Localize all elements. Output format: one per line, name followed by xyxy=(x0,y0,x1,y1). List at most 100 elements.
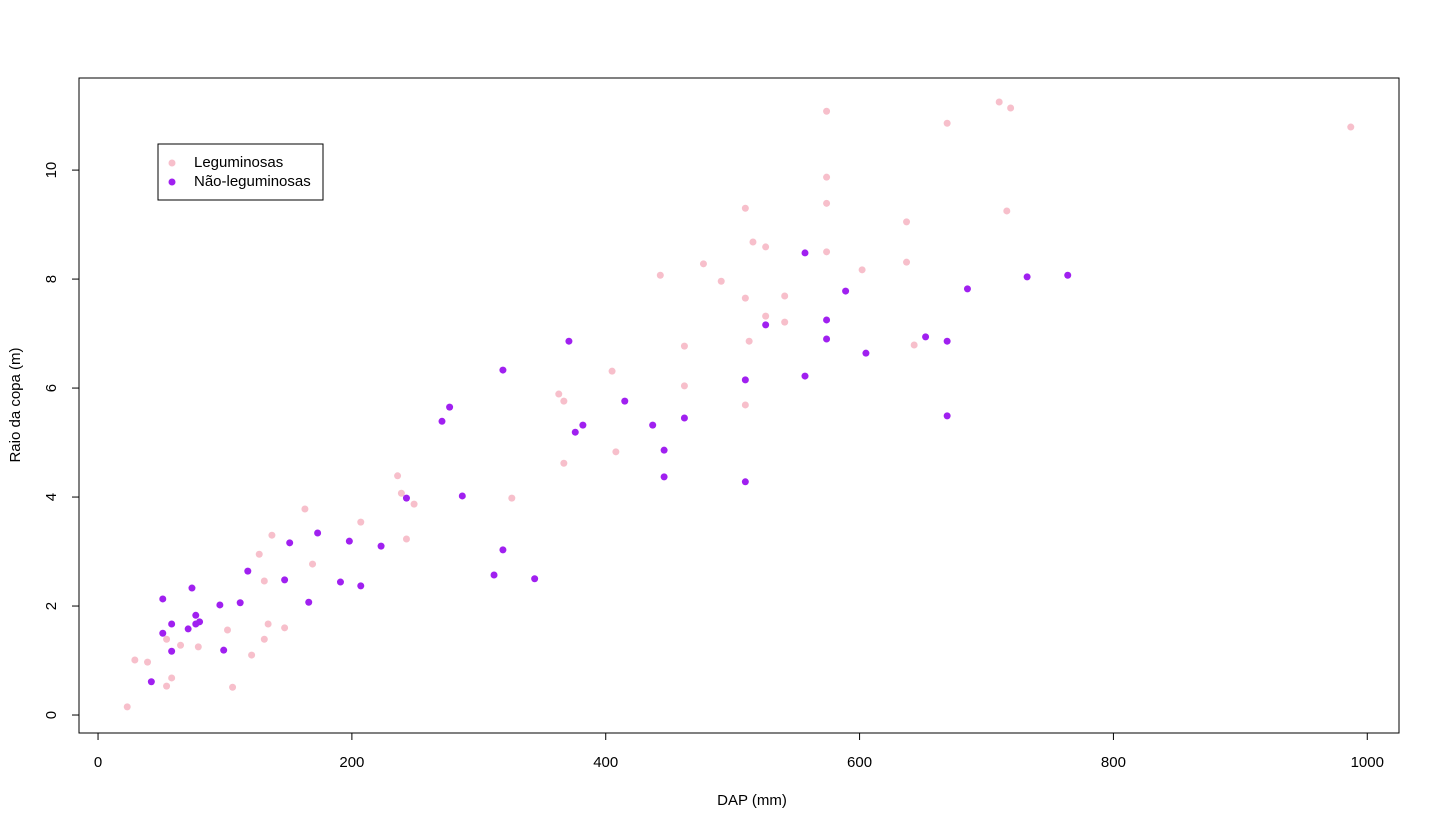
x-tick-label: 400 xyxy=(593,754,618,771)
point xyxy=(801,249,809,257)
point xyxy=(236,599,244,607)
point xyxy=(194,643,202,651)
legend-box xyxy=(157,143,324,201)
point xyxy=(862,349,870,357)
point xyxy=(745,337,753,345)
point xyxy=(508,494,516,502)
y-tick-label: 2 xyxy=(43,602,60,610)
point xyxy=(184,625,192,633)
point xyxy=(781,318,789,326)
point xyxy=(438,417,446,425)
point xyxy=(131,656,139,664)
point xyxy=(660,473,668,481)
point xyxy=(903,218,911,226)
point xyxy=(922,333,930,341)
point xyxy=(345,537,353,545)
point xyxy=(305,598,313,606)
point xyxy=(741,478,749,486)
point xyxy=(823,335,831,343)
point xyxy=(458,492,466,500)
point xyxy=(621,397,629,405)
point xyxy=(188,584,196,592)
point xyxy=(177,641,185,649)
point xyxy=(397,489,405,497)
point xyxy=(357,582,365,590)
point xyxy=(565,337,573,345)
point xyxy=(402,535,410,543)
point xyxy=(255,550,263,558)
point xyxy=(220,646,228,654)
point xyxy=(555,390,563,398)
point xyxy=(309,560,317,568)
x-axis-label: DAP (mm) xyxy=(717,792,787,809)
point xyxy=(680,382,688,390)
point xyxy=(159,595,167,603)
point xyxy=(248,651,256,659)
point xyxy=(281,576,289,584)
point xyxy=(943,412,951,420)
y-tick-label: 10 xyxy=(43,162,60,179)
point xyxy=(229,683,237,691)
y-axis-label: Raio da copa (m) xyxy=(7,347,24,462)
point xyxy=(147,678,155,686)
point xyxy=(192,611,200,619)
point xyxy=(943,337,951,345)
point xyxy=(656,271,664,279)
point xyxy=(216,601,224,609)
y-tick-label: 4 xyxy=(43,493,60,501)
point xyxy=(1064,271,1072,279)
point xyxy=(1023,273,1031,281)
point xyxy=(842,287,850,295)
point xyxy=(699,260,707,268)
point xyxy=(281,624,289,632)
point xyxy=(858,266,866,274)
point xyxy=(286,539,294,547)
point xyxy=(741,204,749,212)
point xyxy=(168,647,176,655)
point xyxy=(123,703,131,711)
x-tick-label: 200 xyxy=(339,754,364,771)
point xyxy=(649,421,657,429)
point xyxy=(762,243,770,251)
point xyxy=(781,292,789,300)
point xyxy=(264,620,272,628)
legend-marker xyxy=(168,159,176,167)
point xyxy=(499,366,507,374)
point xyxy=(579,421,587,429)
point xyxy=(823,107,831,115)
point xyxy=(163,635,171,643)
point xyxy=(560,397,568,405)
point xyxy=(490,571,498,579)
point xyxy=(1347,123,1355,131)
point xyxy=(301,505,309,513)
point xyxy=(741,376,749,384)
point xyxy=(196,618,204,626)
legend-marker xyxy=(168,178,176,186)
point xyxy=(377,542,385,550)
point xyxy=(268,531,276,539)
point xyxy=(402,494,410,502)
x-tick-label: 800 xyxy=(1101,754,1126,771)
point xyxy=(159,629,167,637)
point xyxy=(749,238,757,246)
legend-label: Leguminosas xyxy=(194,154,283,171)
point xyxy=(531,575,539,583)
point xyxy=(680,414,688,422)
point xyxy=(571,428,579,436)
point xyxy=(168,674,176,682)
point xyxy=(741,294,749,302)
point xyxy=(995,98,1003,106)
point xyxy=(717,277,725,285)
point xyxy=(163,682,171,690)
point xyxy=(823,316,831,324)
point xyxy=(762,312,770,320)
point xyxy=(224,626,231,634)
point xyxy=(446,403,454,411)
point xyxy=(144,658,152,666)
y-tick-label: 6 xyxy=(43,384,60,392)
x-tick-label: 0 xyxy=(94,754,102,771)
point xyxy=(1003,207,1011,215)
point xyxy=(314,529,322,537)
point xyxy=(903,258,911,266)
